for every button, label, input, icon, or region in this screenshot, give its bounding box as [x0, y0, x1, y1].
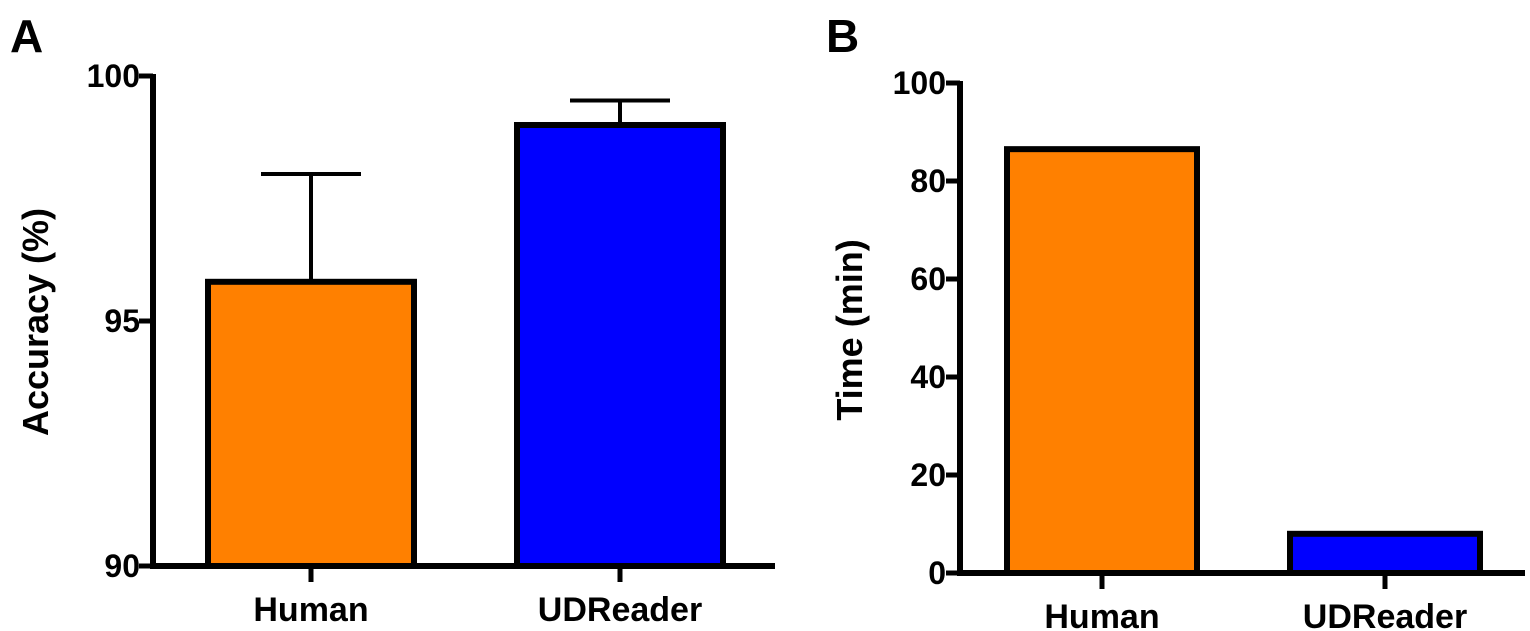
panel-b-y-tick-label-60: 60 [910, 261, 946, 297]
panel-b-x-tick-label-human: Human [1044, 598, 1159, 631]
panel-b-bar-udreader [1287, 530, 1483, 576]
panel-b-y-axis-title: Time (min) [829, 239, 870, 420]
panel-b-chart: B Time (min) 0 20 40 60 80 100 Human UDReader [826, 10, 1525, 631]
panel-b-y-tick-label-20: 20 [910, 457, 946, 493]
panel-b-y-tick-label-0: 0 [928, 555, 946, 591]
panel-a-y-tick-label-95: 95 [104, 303, 140, 339]
panel-a-x-tick-label-udreader: UDReader [538, 591, 702, 629]
panel-b-y-tick-label-40: 40 [910, 359, 946, 395]
panel-b-x-tick-label-udreader: UDReader [1303, 598, 1467, 631]
panel-b-letter: B [826, 10, 859, 62]
panel-a-bar-human [205, 278, 417, 569]
panel-b-y-tick-label-80: 80 [910, 163, 946, 199]
panel-a-x-tick-label-human: Human [253, 591, 368, 629]
panel-a-chart: A Accuracy (%) 90 95 100 Human UDReader [10, 10, 775, 629]
panel-a-bar-udreader [514, 122, 726, 569]
panel-a-y-tick-label-100: 100 [87, 58, 140, 94]
panel-a-y-tick-label-90: 90 [104, 548, 140, 584]
panel-a-letter: A [10, 10, 43, 62]
panel-a-y-axis-title: Accuracy (%) [15, 208, 56, 436]
panel-b-y-tick-label-100: 100 [893, 65, 946, 101]
panel-b-bar-human [1004, 146, 1200, 576]
